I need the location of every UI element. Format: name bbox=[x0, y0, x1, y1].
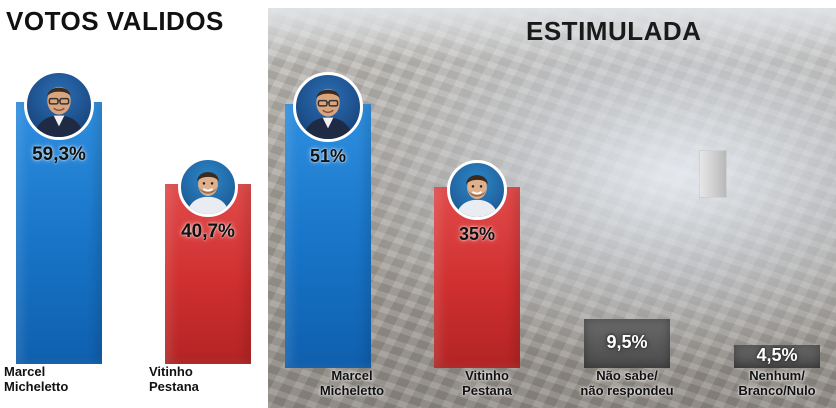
data-label-0-0: 59,3% bbox=[32, 144, 86, 166]
man-with-glasses-avatar bbox=[24, 70, 94, 141]
data-label-1-0: 51% bbox=[309, 146, 347, 167]
young-man-avatar bbox=[178, 157, 238, 218]
man-with-glasses-avatar bbox=[293, 72, 363, 143]
data-label-0-1: 40,7% bbox=[181, 221, 235, 243]
city-tower-shape bbox=[700, 151, 726, 197]
chart-title-valid-votes: VOTOS VALIDOS bbox=[6, 6, 224, 36]
category-label-0-1: Vitinho Pestana bbox=[149, 364, 199, 394]
bar-1-2 bbox=[584, 318, 670, 368]
sky-haze bbox=[268, 8, 836, 63]
data-label-1-1: 35% bbox=[458, 223, 496, 244]
bar-1-0 bbox=[285, 103, 371, 368]
category-label-1-3: Nenhum/ Branco/Nulo bbox=[738, 368, 816, 398]
data-label-1-3: 4,5% bbox=[756, 345, 798, 366]
category-label-1-0: Marcel Micheletto bbox=[319, 368, 385, 398]
data-label-1-2: 9,5% bbox=[606, 332, 648, 353]
category-label-1-2: Não sabe/ não respondeu bbox=[580, 368, 674, 398]
chart-title-stimulated: ESTIMULADA bbox=[526, 16, 702, 46]
young-man-avatar bbox=[447, 159, 507, 220]
bar-0-0 bbox=[16, 101, 102, 364]
category-label-1-1: Vitinho Pestana bbox=[462, 368, 512, 398]
category-label-0-0: Marcel Micheletto bbox=[4, 364, 69, 394]
bar-1-3 bbox=[734, 344, 820, 368]
